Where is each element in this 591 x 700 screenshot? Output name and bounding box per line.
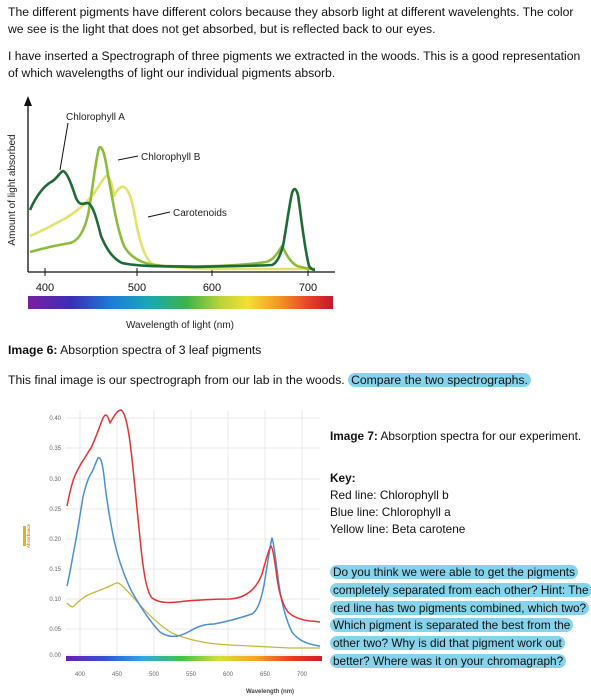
y-axis-label: Absorbance bbox=[26, 524, 31, 549]
y-tick-label: 0.15 bbox=[49, 567, 61, 573]
chlorophyll-b-label: Chlorophyll B bbox=[141, 152, 201, 163]
x-tick-label: 400 bbox=[75, 672, 86, 678]
image-7-caption: Image 7: Absorption spectra for our expe… bbox=[330, 428, 591, 445]
x-tick-label: 500 bbox=[149, 672, 160, 678]
y-tick-label: 0.30 bbox=[49, 477, 61, 483]
y-axis-label-marker bbox=[23, 526, 26, 546]
x-tick-label: 550 bbox=[186, 672, 197, 678]
y-axis-label: Amount of light absorbed bbox=[7, 134, 18, 245]
carotenoids-leader bbox=[147, 211, 171, 218]
highlighted-question: Do you think we were able to get the pig… bbox=[330, 565, 591, 668]
intro-paragraph-3: This final image is our spectrograph fro… bbox=[8, 372, 583, 389]
key-title: Key: bbox=[330, 471, 356, 485]
chlorophyll-b-curve bbox=[29, 145, 316, 271]
leaf-pigment-spectrum-chart: 400 500 600 700 Wavelength of light (nm)… bbox=[7, 96, 335, 331]
image-7-caption-text: Absorption spectra for our experiment. bbox=[377, 429, 582, 443]
x-tick-label: 700 bbox=[297, 672, 308, 678]
y-tick-label: 0.05 bbox=[49, 627, 61, 633]
chlorophyll-b-curve bbox=[66, 409, 321, 623]
key-blue-line: Blue line: Chlorophyll a bbox=[330, 505, 451, 519]
chlorophyll-a-leader bbox=[59, 122, 69, 171]
y-tick-label: 0.25 bbox=[49, 507, 61, 513]
y-tick-label: 0.00 bbox=[49, 653, 61, 659]
chlorophyll-a-curve bbox=[28, 169, 316, 272]
key-red-line: Red line: Chlorophyll b bbox=[330, 488, 449, 502]
gridlines bbox=[66, 410, 320, 656]
chlorophyll-a-label: Chlorophyll A bbox=[66, 112, 125, 123]
carotenoids-curve bbox=[29, 174, 315, 271]
visible-spectrum-bar bbox=[66, 656, 322, 661]
intro-paragraph-1: The different pigments have different co… bbox=[8, 5, 574, 36]
x-tick-label: 450 bbox=[112, 672, 123, 678]
x-tick-label: 600 bbox=[223, 672, 234, 678]
image-6-caption-label: Image 6: bbox=[8, 343, 58, 357]
image-7-caption-label: Image 7: bbox=[330, 429, 378, 443]
y-tick-label: 0.40 bbox=[49, 416, 61, 422]
visible-spectrum-bar bbox=[28, 296, 333, 309]
x-axis-label: Wavelength (nm) bbox=[246, 689, 294, 695]
discussion-question: Do you think we were able to get the pig… bbox=[330, 564, 591, 671]
color-key: Key: Red line: Chlorophyll b Blue line: … bbox=[330, 470, 591, 538]
image-6-caption: Image 6: Absorption spectra of 3 leaf pi… bbox=[8, 343, 261, 357]
intro-paragraph-2: I have inserted a Spectrograph of three … bbox=[8, 49, 581, 80]
image-6-caption-text: Absorption spectra of 3 leaf pigments bbox=[57, 343, 262, 357]
y-tick-label: 0.35 bbox=[49, 446, 61, 452]
highlighted-instruction: Compare the two spectrographs. bbox=[348, 373, 531, 387]
y-tick-label: 0.10 bbox=[49, 597, 61, 603]
paragraph-3-text: This final image is our spectrograph fro… bbox=[8, 373, 345, 387]
x-tick-label: 650 bbox=[260, 672, 271, 678]
key-yellow-line: Yellow line: Beta carotene bbox=[330, 522, 466, 536]
chlorophyll-a-curve bbox=[66, 457, 321, 647]
chlorophyll-b-leader bbox=[117, 155, 139, 161]
x-axis-label: Wavelength of light (nm) bbox=[126, 320, 234, 331]
y-tick-label: 0.20 bbox=[49, 537, 61, 543]
y-axis-arrow bbox=[24, 96, 32, 106]
x-tick-label: 500 bbox=[128, 282, 146, 294]
x-tick-label: 600 bbox=[203, 282, 221, 294]
beta-carotene-curve bbox=[66, 582, 320, 649]
carotenoids-label: Carotenoids bbox=[173, 208, 227, 219]
x-tick-label: 400 bbox=[36, 282, 54, 294]
x-tick-label: 700 bbox=[299, 282, 317, 294]
